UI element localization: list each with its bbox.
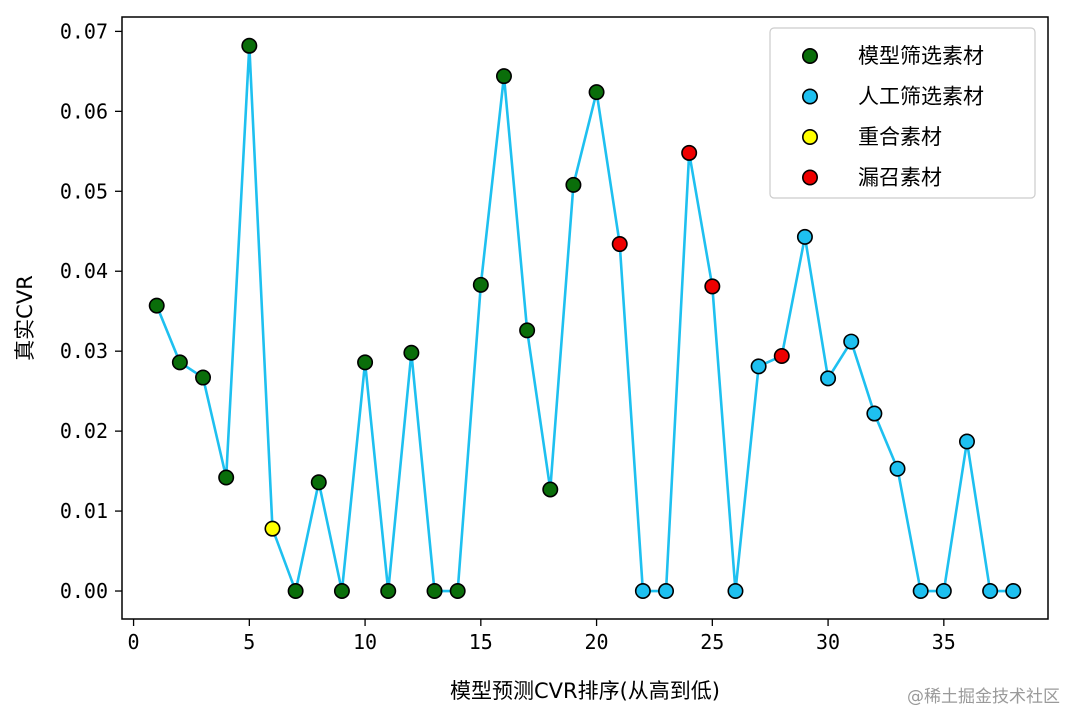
y-tick-label: 0.01 [60,499,108,523]
data-point [773,347,790,364]
data-point [333,583,350,600]
data-point [426,583,443,600]
data-point [982,583,999,600]
x-tick-label: 20 [585,630,609,654]
y-tick-label: 0.00 [60,579,108,603]
data-point [403,344,420,361]
data-point [681,144,698,161]
y-tick-label: 0.02 [60,419,108,443]
data-point [843,333,860,350]
data-point [287,583,304,600]
plot-frame [121,16,1049,620]
data-point [912,583,929,600]
legend-marker [801,169,818,186]
data-point [171,354,188,371]
x-tick-label: 30 [816,630,840,654]
data-point [1005,583,1022,600]
data-points [148,37,1022,600]
x-tick-label: 15 [469,630,493,654]
data-point [565,176,582,193]
data-point [519,322,536,339]
x-tick-label: 5 [243,630,255,654]
y-tick-label: 0.05 [60,179,108,203]
data-point [542,481,559,498]
data-point [866,405,883,422]
y-tick-label: 0.06 [60,99,108,123]
data-point [241,37,258,54]
data-point [704,278,721,295]
legend-marker [801,47,818,64]
legend-marker [801,88,818,105]
legend-marker [801,129,818,146]
legend-label: 模型筛选素材 [858,44,984,68]
x-tick-label: 35 [932,630,956,654]
data-point [310,474,327,491]
y-tick-label: 0.03 [60,339,108,363]
y-tick-label: 0.07 [60,19,108,43]
x-tick-label: 10 [353,630,377,654]
data-point [611,236,628,253]
data-point [195,369,212,386]
data-point [796,228,813,245]
x-tick-label: 25 [700,630,724,654]
data-point [658,583,675,600]
legend-label: 人工筛选素材 [858,85,984,109]
y-tick-label: 0.04 [60,259,108,283]
data-point [357,354,374,371]
watermark: @稀土掘金技术社区 [907,687,1060,707]
data-point [264,520,281,537]
data-point [727,583,744,600]
data-point [380,583,397,600]
x-axis-label: 模型预测CVR排序(从高到低) [450,679,720,703]
y-axis: 0.00 0.01 0.02 0.03 0.04 0.05 0.06 0.07 [60,19,122,603]
data-point [218,469,235,486]
legend-label: 漏召素材 [858,166,942,190]
data-point [148,297,165,314]
data-point [588,84,605,101]
data-point [820,370,837,387]
legend-box [769,27,1036,199]
data-point [889,460,906,477]
legend-label: 重合素材 [858,125,942,149]
series-line [155,45,1014,596]
data-point [958,433,975,450]
data-point [495,68,512,85]
data-point [634,583,651,600]
data-point [935,583,952,600]
data-point [750,358,767,375]
x-axis: 0 5 10 15 20 25 30 35 [128,619,956,654]
y-axis-label: 真实CVR [13,275,37,361]
data-point [449,583,466,600]
x-tick-label: 0 [128,630,140,654]
data-point [472,276,489,293]
